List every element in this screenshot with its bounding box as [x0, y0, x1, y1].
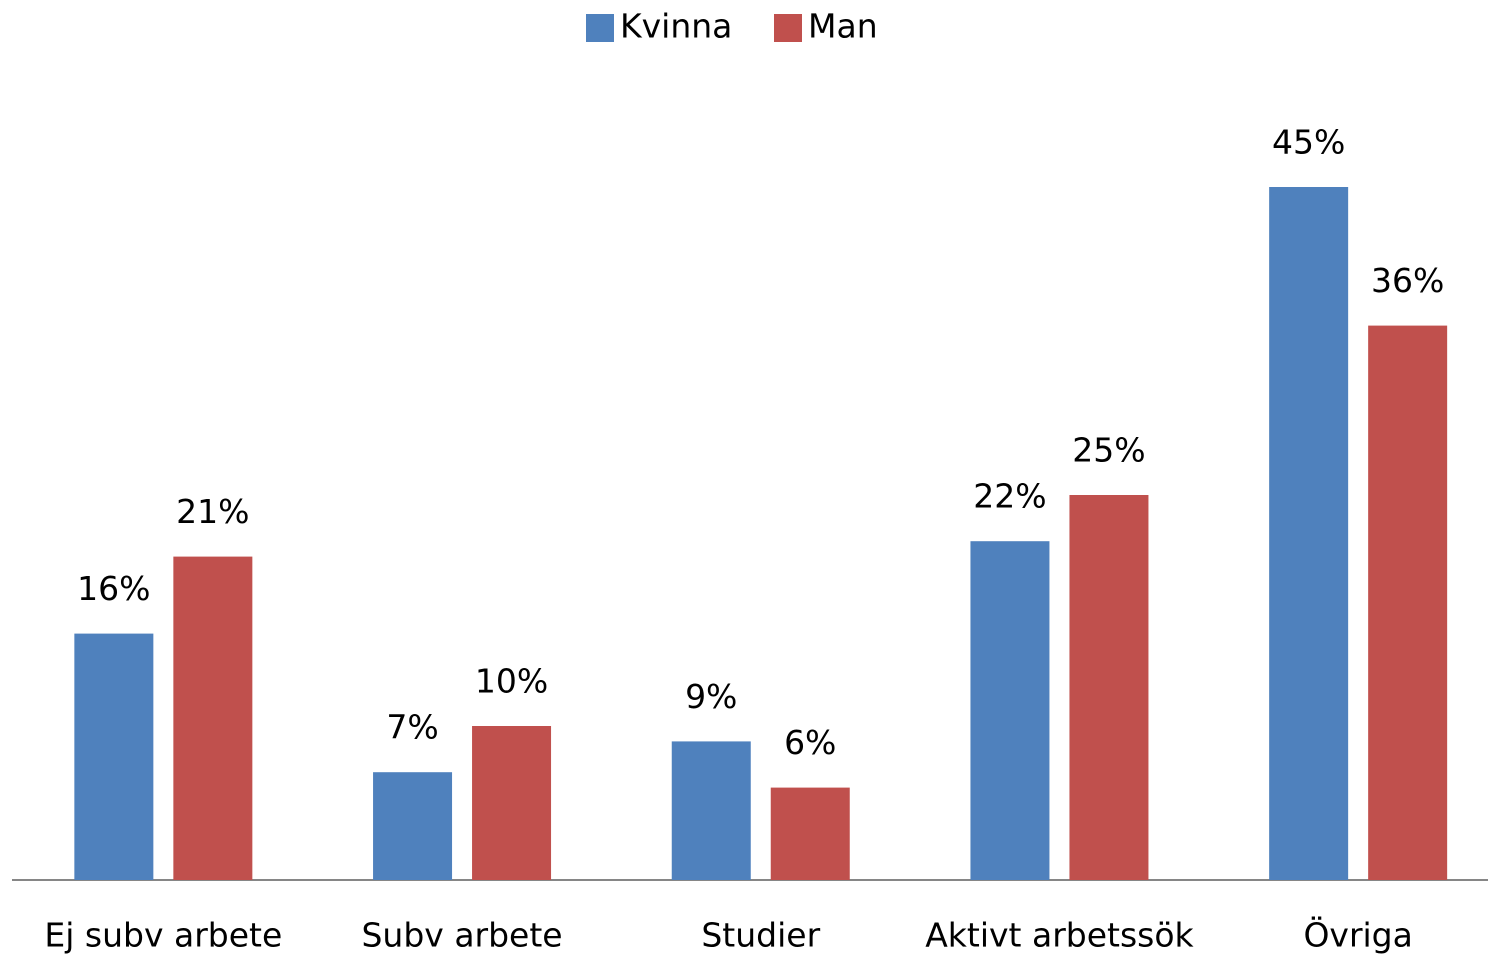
bar: [671, 741, 751, 880]
bar: [770, 787, 850, 880]
data-label: 22%: [973, 477, 1046, 516]
data-label: 7%: [386, 708, 438, 747]
bar: [373, 772, 453, 880]
bar: [74, 633, 154, 880]
bar: [173, 556, 253, 880]
data-label: 25%: [1072, 431, 1145, 470]
bar: [1368, 325, 1448, 881]
data-label: 9%: [685, 677, 737, 716]
legend-swatch: [586, 14, 614, 42]
x-tick-label: Aktivt arbetssök: [925, 916, 1194, 955]
legend-swatch: [774, 14, 802, 42]
bar: [472, 726, 552, 880]
data-label: 21%: [176, 492, 249, 531]
x-tick-label: Ej subv arbete: [44, 916, 282, 955]
bar: [1269, 187, 1349, 880]
data-label: 10%: [475, 662, 548, 701]
x-tick-label: Subv arbete: [361, 916, 562, 955]
data-label: 36%: [1371, 261, 1444, 300]
legend-label: Man: [808, 7, 878, 46]
x-tick-label: Övriga: [1303, 915, 1412, 955]
data-label: 16%: [77, 569, 150, 608]
data-label: 6%: [784, 723, 836, 762]
bar: [970, 541, 1050, 880]
bar: [1069, 495, 1149, 880]
data-label: 45%: [1272, 123, 1345, 162]
legend-label: Kvinna: [620, 7, 732, 46]
x-tick-label: Studier: [701, 916, 820, 955]
